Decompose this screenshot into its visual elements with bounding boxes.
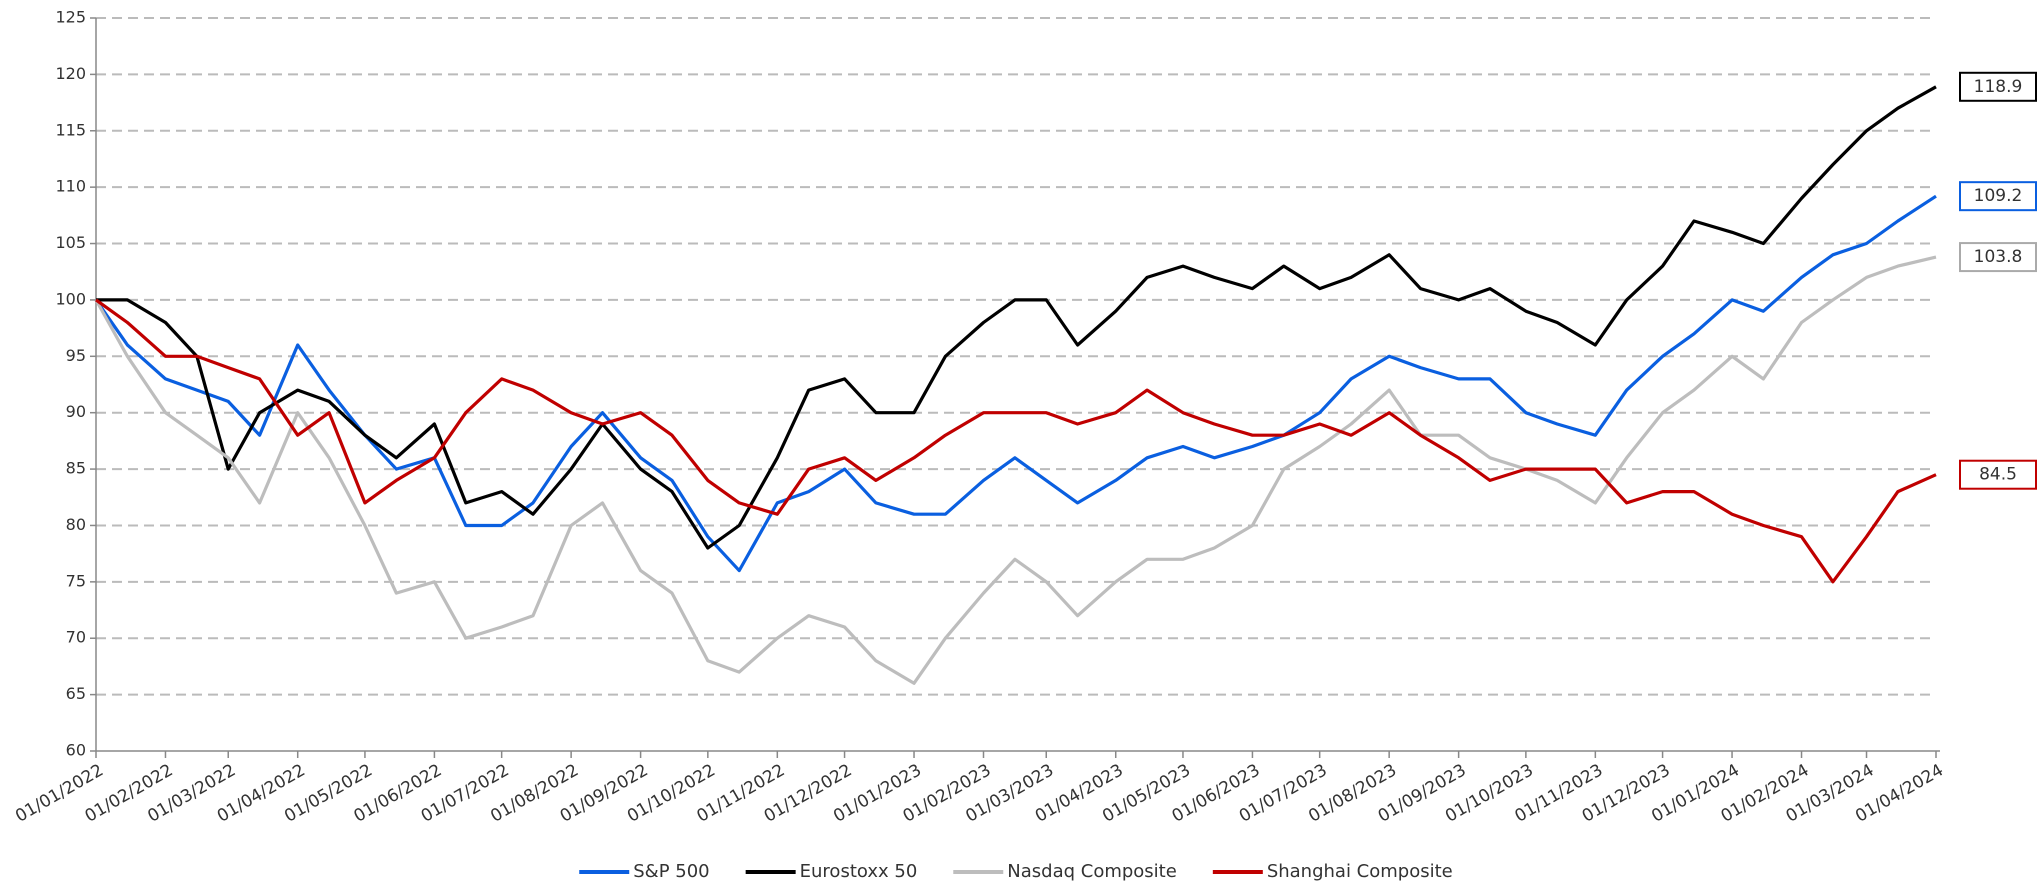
y-tick-label: 80 [66,515,86,534]
series-line [94,194,1937,573]
legend-label: Shanghai Composite [1267,861,1453,882]
y-tick-label: 105 [55,233,86,252]
end-label: 103.8 [1974,247,2023,267]
end-label: 118.9 [1974,77,2023,97]
series-line [95,298,1937,584]
y-tick-label: 110 [55,177,86,196]
y-tick-label: 90 [66,402,86,421]
y-tick-label: 70 [66,628,86,647]
y-tick-label: 100 [55,289,86,308]
y-tick-label: 60 [66,741,86,760]
legend: S&P 500 Eurostoxx 50 Nasdaq Composite Shang… [579,861,1453,882]
legend-label: S&P 500 [633,861,709,882]
y-tick-label: 120 [55,64,86,83]
end-label: 109.2 [1974,186,2023,206]
y-tick-label: 75 [66,571,86,590]
y-tick-label: 95 [66,346,86,365]
end-label-box [1959,459,2037,490]
legend-label: Nasdaq Composite [1007,861,1177,882]
end-label: 84.5 [1979,465,2017,485]
y-tick-label: 65 [66,684,86,703]
series-line [94,255,1937,685]
legend-label: Eurostoxx 50 [800,861,918,882]
series-line [96,85,1937,550]
end-label-box [1959,242,2037,273]
end-label-box [1959,71,2037,102]
y-tick-label: 115 [55,120,86,139]
y-tick-label: 85 [66,459,86,478]
y-tick-label: 125 [55,8,86,27]
end-label-box [1959,181,2037,212]
